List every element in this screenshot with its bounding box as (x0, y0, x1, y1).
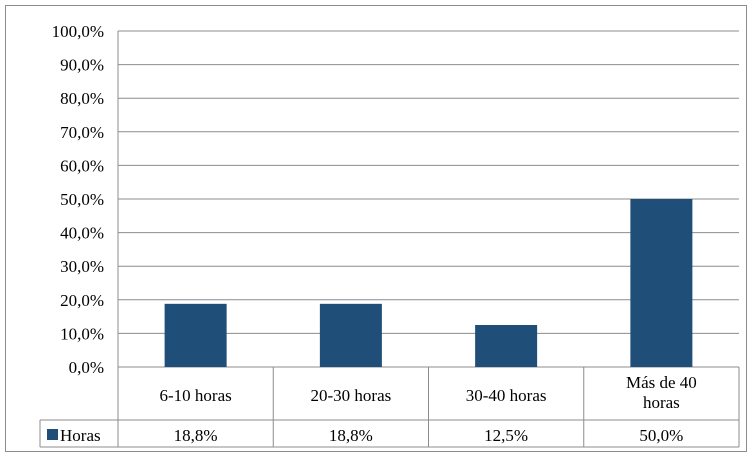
category-label: Más de 40 (626, 373, 697, 392)
legend-swatch (47, 429, 58, 440)
bar (475, 325, 538, 367)
y-tick-label: 30,0% (60, 257, 104, 276)
data-table-value: 50,0% (639, 426, 683, 445)
y-tick-label: 40,0% (60, 224, 104, 243)
y-tick-label: 70,0% (60, 123, 104, 142)
data-table-value: 12,5% (484, 426, 528, 445)
y-tick-label: 10,0% (60, 324, 104, 343)
bar (164, 303, 227, 367)
category-label: 30-40 horas (466, 386, 547, 405)
category-label: 6-10 horas (160, 386, 232, 405)
data-table-value: 18,8% (174, 426, 218, 445)
y-tick-label: 20,0% (60, 291, 104, 310)
y-tick-label: 0,0% (69, 358, 104, 377)
y-tick-label: 50,0% (60, 190, 104, 209)
y-tick-label: 80,0% (60, 89, 104, 108)
chart-frame (5, 5, 747, 452)
legend-label: Horas (60, 426, 101, 445)
data-table-value: 18,8% (329, 426, 373, 445)
y-tick-label: 60,0% (60, 156, 104, 175)
y-tick-label: 90,0% (60, 56, 104, 75)
bar (319, 303, 382, 367)
category-label: horas (643, 393, 680, 412)
y-tick-label: 100,0% (52, 22, 104, 41)
bar (630, 199, 693, 367)
category-label: 20-30 horas (311, 386, 392, 405)
